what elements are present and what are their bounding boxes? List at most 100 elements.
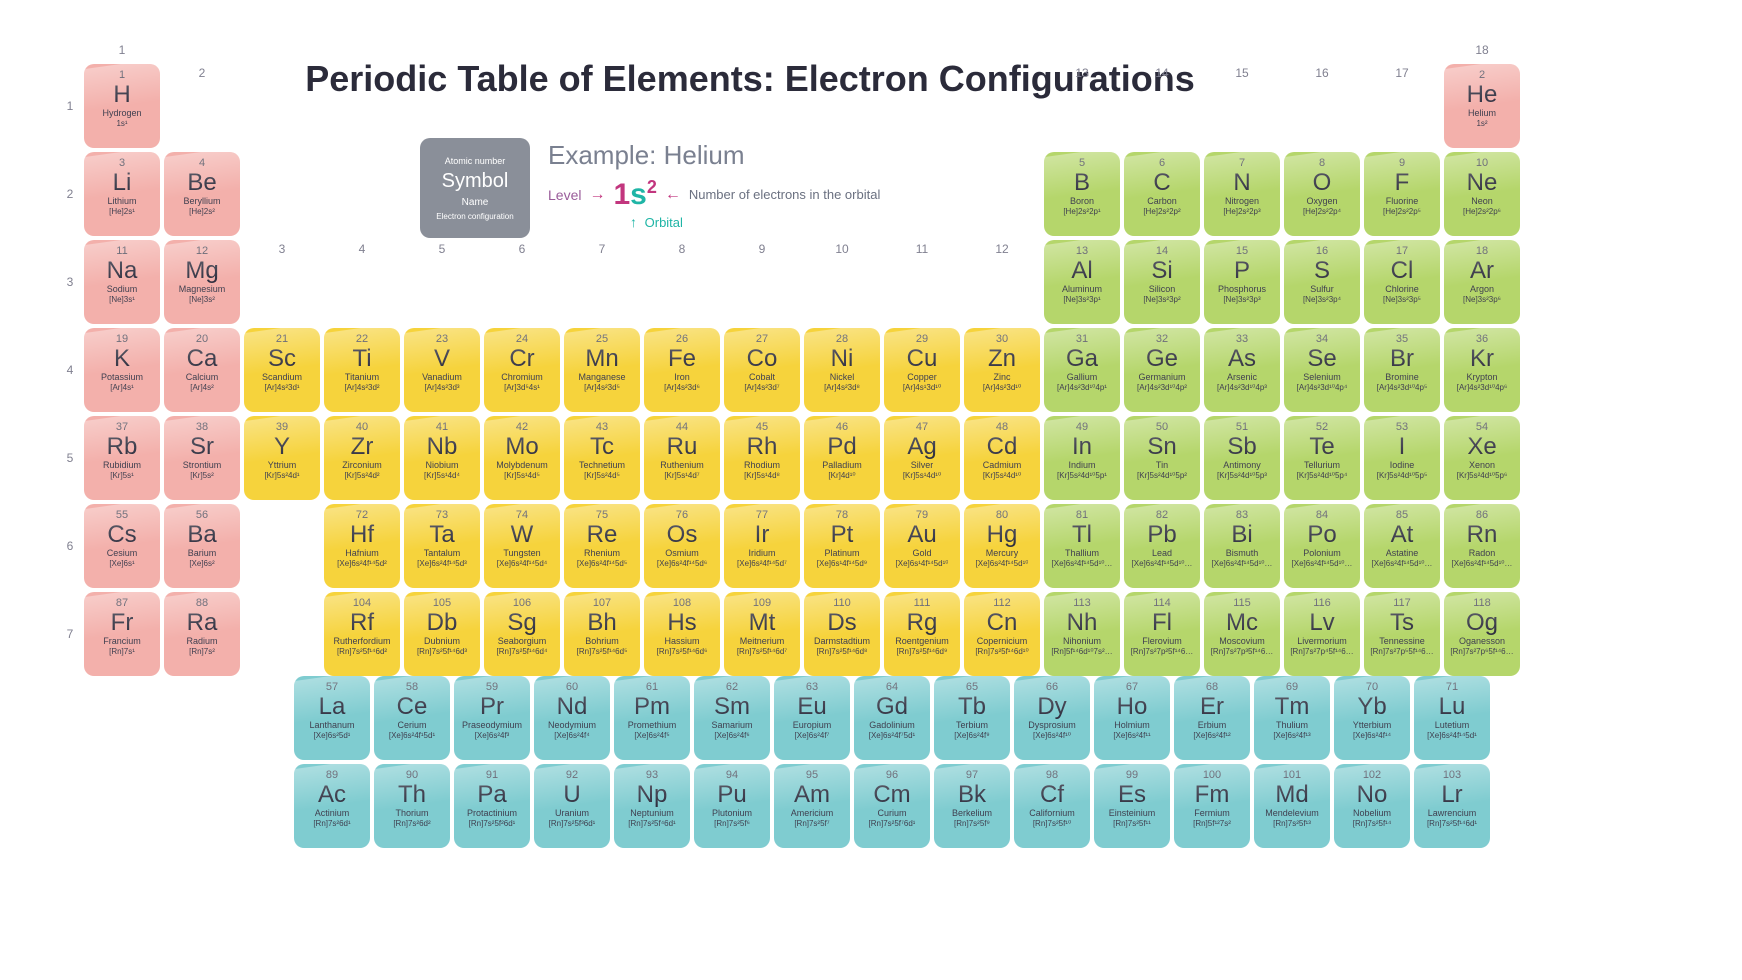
element-name: Tin (1156, 461, 1168, 471)
element-name: Plutonium (712, 809, 752, 819)
element-cell-hg: 80HgMercury[Xe]6s²4f¹⁴5d¹⁰ (964, 504, 1040, 588)
atomic-number: 112 (993, 598, 1011, 609)
atomic-number: 99 (1126, 770, 1138, 781)
element-cell-rh: 45RhRhodium[Kr]5s¹4d⁸ (724, 416, 800, 500)
element-name: Fermium (1194, 809, 1230, 819)
group-label-2: 2 (164, 64, 240, 84)
element-name: Cesium (107, 549, 138, 559)
electron-config: [Rn]7s²5f³6d¹ (549, 820, 596, 829)
electron-config: [Rn]7s²5f⁷6d¹ (869, 820, 916, 829)
element-name: Erbium (1198, 721, 1227, 731)
electron-config: [Kr]4d¹⁰ (828, 472, 855, 481)
atomic-number: 69 (1286, 682, 1298, 693)
electron-config: [Xe]6s²4f¹⁴5d² (337, 560, 387, 569)
element-cell-at: 85AtAstatine[Xe]6s²4f¹⁴5d¹⁰… (1364, 504, 1440, 588)
electron-config: [Kr]5s¹4d¹⁰ (903, 472, 941, 481)
electron-config: [Rn]7s²5f¹⁴6d⁵ (577, 648, 628, 657)
electron-config: [Ar]4s¹ (110, 384, 134, 393)
element-cell-ne: 10NeNeon[He]2s²2p⁶ (1444, 152, 1520, 236)
element-cell-er: 68ErErbium[Xe]6s²4f¹² (1174, 676, 1250, 760)
electron-config: [Rn]7s²6d² (393, 820, 430, 829)
electron-config: [Rn]7s²5f¹⁰ (1033, 820, 1071, 829)
element-symbol: Pd (827, 435, 856, 459)
electron-config: [Rn]7s²5f¹⁴6d² (337, 648, 387, 657)
element-name: Iodine (1390, 461, 1415, 471)
element-name: Germanium (1138, 373, 1185, 383)
atomic-number: 37 (116, 422, 128, 433)
element-cell-w: 74WTungsten[Xe]6s²4f¹⁴5d⁴ (484, 504, 560, 588)
electron-config: [Kr]5s²4d¹⁰5p⁵ (1377, 472, 1428, 481)
atomic-number: 93 (646, 770, 658, 781)
element-cell-lv: 116LvLivermorium[Rn]7s²7p⁴5f¹⁴6… (1284, 592, 1360, 676)
electron-config: [Ar]4s²3d² (344, 384, 379, 393)
element-symbol: Lr (1441, 783, 1462, 807)
element-name: Tennessine (1379, 637, 1425, 647)
element-name: Cadmium (983, 461, 1022, 471)
element-symbol: Ga (1066, 347, 1098, 371)
element-cell-mo: 42MoMolybdenum[Kr]5s¹4d⁵ (484, 416, 560, 500)
element-symbol: F (1395, 171, 1410, 195)
atomic-number: 38 (196, 422, 208, 433)
electron-config: 1s¹ (116, 120, 127, 129)
atomic-number: 84 (1316, 510, 1328, 521)
group-label-8: 8 (644, 240, 720, 260)
element-symbol: Si (1151, 259, 1172, 283)
element-symbol: Mg (185, 259, 218, 283)
element-name: Magnesium (179, 285, 226, 295)
element-name: Scandium (262, 373, 302, 383)
element-name: Rutherfordium (333, 637, 390, 647)
atomic-number: 36 (1476, 334, 1488, 345)
element-cell-rn: 86RnRadon[Xe]6s²4f¹⁴5d¹⁰… (1444, 504, 1520, 588)
element-cell-ge: 32GeGermanium[Ar]4s²3d¹⁰4p² (1124, 328, 1200, 412)
atomic-number: 67 (1126, 682, 1138, 693)
electron-config: [Kr]5s²4d¹⁰5p⁴ (1297, 472, 1348, 481)
electron-config: [Xe]6s²4f¹⁴5d¹⁰… (1292, 560, 1353, 569)
element-name: Indium (1068, 461, 1095, 471)
element-symbol: Re (587, 523, 618, 547)
element-name: Europium (793, 721, 832, 731)
atomic-number: 68 (1206, 682, 1218, 693)
electron-config: [Xe]6s²4f¹⁴5d³ (417, 560, 467, 569)
element-cell-np: 93NpNeptunium[Rn]7s²5f⁴6d¹ (614, 764, 690, 848)
element-cell-cr: 24CrChromium[Ar]3d⁵4s¹ (484, 328, 560, 412)
electron-config: 1s² (1476, 120, 1487, 129)
element-cell-og: 118OgOganesson[Rn]7s²7p⁶5f¹⁴6… (1444, 592, 1520, 676)
atomic-number: 44 (676, 422, 688, 433)
electron-config: [Kr]5s²4d⁵ (584, 472, 620, 481)
electron-config: [Kr]5s¹4d⁷ (664, 472, 699, 481)
element-symbol: S (1314, 259, 1330, 283)
electron-config: [Xe]6s²4f⁶ (714, 732, 749, 741)
element-name: Mendelevium (1265, 809, 1319, 819)
element-cell-la: 57LaLanthanum[Xe]6s²5d¹ (294, 676, 370, 760)
element-name: Zinc (993, 373, 1010, 383)
atomic-number: 108 (673, 598, 691, 609)
element-symbol: Kr (1470, 347, 1494, 371)
element-cell-h: 1HHydrogen1s¹ (84, 64, 160, 148)
element-name: Thallium (1065, 549, 1099, 559)
atomic-number: 79 (916, 510, 928, 521)
atomic-number: 31 (1076, 334, 1088, 345)
element-symbol: Eu (797, 695, 826, 719)
element-cell-ac: 89AcActinium[Rn]7s²6d¹ (294, 764, 370, 848)
atomic-number: 6 (1159, 158, 1165, 169)
atomic-number: 70 (1366, 682, 1378, 693)
atomic-number: 51 (1236, 422, 1248, 433)
element-name: Titanium (345, 373, 379, 383)
atomic-number: 7 (1239, 158, 1245, 169)
element-cell-sg: 106SgSeaborgium[Rn]7s²5f¹⁴6d⁴ (484, 592, 560, 676)
element-symbol: Se (1307, 347, 1336, 371)
element-cell-ba: 56BaBarium[Xe]6s² (164, 504, 240, 588)
group-label-3: 3 (244, 240, 320, 260)
element-name: Argon (1470, 285, 1494, 295)
electron-config: [Rn]7s¹ (109, 648, 135, 657)
element-symbol: Cn (987, 611, 1018, 635)
atomic-number: 17 (1396, 246, 1408, 257)
element-symbol: Db (427, 611, 458, 635)
element-cell-na: 11NaSodium[Ne]3s¹ (84, 240, 160, 324)
electron-config: [Xe]6s²4f¹³ (1273, 732, 1310, 741)
element-name: Francium (103, 637, 141, 647)
element-cell-cm: 96CmCurium[Rn]7s²5f⁷6d¹ (854, 764, 930, 848)
atomic-number: 60 (566, 682, 578, 693)
element-name: Iridium (748, 549, 775, 559)
element-symbol: Am (794, 783, 830, 807)
